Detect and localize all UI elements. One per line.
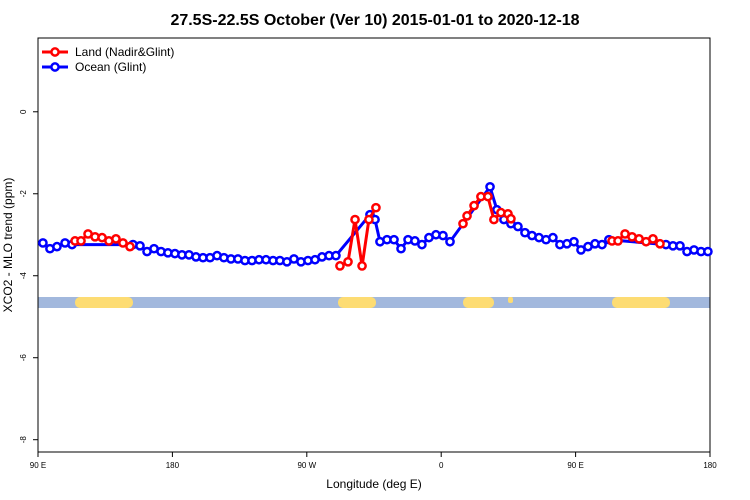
data-point — [118, 238, 128, 248]
legend-label: Ocean (Glint) — [75, 60, 146, 74]
data-point — [569, 236, 579, 247]
data-point — [357, 261, 367, 271]
land-strip — [75, 297, 133, 308]
x-tick-label: 0 — [439, 461, 444, 470]
data-point — [703, 246, 713, 257]
data-point — [417, 239, 427, 250]
y-tick-label: 0 — [19, 109, 28, 114]
data-point — [485, 181, 495, 192]
y-tick-label: -4 — [19, 272, 28, 280]
data-point — [597, 239, 607, 250]
data-point — [389, 234, 399, 245]
y-tick-label: -8 — [19, 436, 28, 444]
x-tick-label: 180 — [166, 461, 180, 470]
data-point — [675, 240, 685, 251]
data-point — [350, 214, 360, 225]
land-strip — [508, 297, 513, 303]
x-tick-label: 180 — [703, 461, 717, 470]
data-point — [506, 213, 516, 224]
data-point — [343, 256, 353, 267]
data-point — [462, 211, 472, 221]
data-point — [371, 202, 381, 213]
data-point — [331, 250, 341, 261]
legend-marker — [50, 62, 60, 72]
data-point — [458, 218, 468, 229]
data-point — [410, 236, 420, 246]
data-point — [445, 236, 455, 247]
data-point — [438, 230, 448, 241]
x-tick-label: 90 E — [30, 461, 46, 470]
legend-marker — [50, 47, 60, 57]
data-point — [489, 214, 499, 225]
data-point — [648, 234, 658, 244]
x-tick-label: 90 E — [567, 461, 583, 470]
data-point — [483, 191, 493, 202]
data-point — [52, 241, 62, 252]
data-point — [364, 214, 374, 225]
y-tick-label: -2 — [19, 190, 28, 198]
data-point — [469, 200, 479, 211]
data-point — [548, 232, 558, 243]
x-tick-label: 90 W — [297, 461, 316, 470]
data-point — [135, 240, 145, 251]
y-tick-label: -6 — [19, 354, 28, 362]
land-strip — [612, 297, 670, 308]
data-point — [396, 243, 406, 254]
data-point — [613, 236, 623, 246]
data-point — [111, 234, 121, 244]
data-point — [335, 261, 345, 271]
legend-label: Land (Nadir&Glint) — [75, 45, 174, 59]
surface-strip — [38, 297, 710, 308]
data-point — [76, 236, 86, 246]
data-point — [125, 241, 135, 252]
data-point — [655, 238, 665, 249]
data-point — [38, 238, 48, 248]
land-strip — [463, 297, 494, 308]
x-axis-label: Longitude (deg E) — [326, 477, 421, 491]
land-strip — [338, 297, 376, 308]
data-point — [513, 221, 523, 232]
y-axis-label: XCO2 - MLO trend (ppm) — [1, 178, 15, 313]
chart-title: 27.5S-22.5S October (Ver 10) 2015-01-01 … — [170, 12, 579, 29]
plot-frame — [37, 37, 711, 453]
